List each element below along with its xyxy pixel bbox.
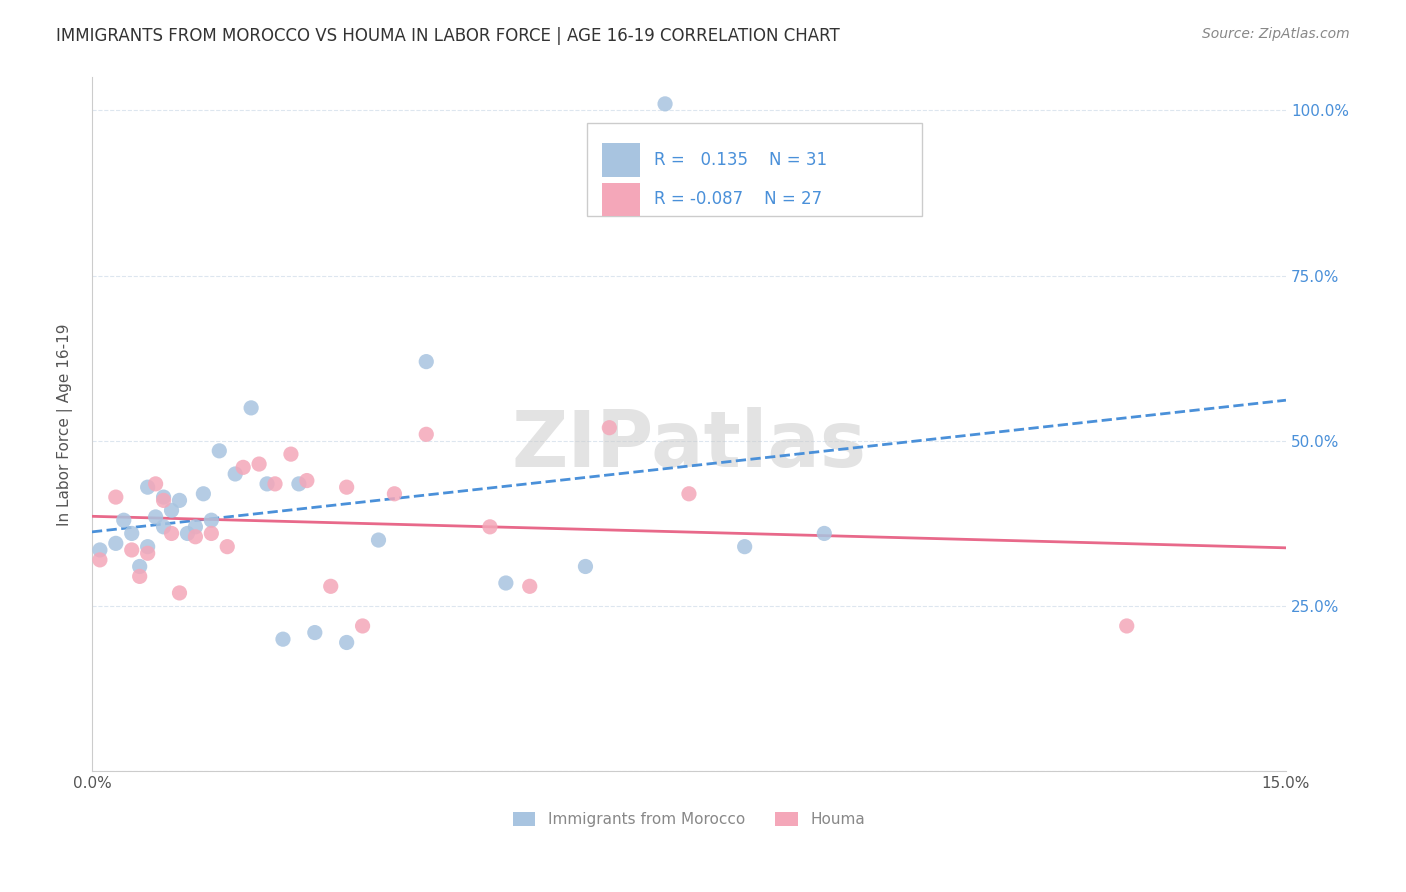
Point: [247, 457, 270, 471]
Point: [519, 579, 541, 593]
Point: [232, 460, 254, 475]
Point: [152, 490, 174, 504]
Point: [136, 546, 159, 560]
Point: [184, 520, 207, 534]
Point: [200, 513, 222, 527]
Point: [288, 476, 311, 491]
Point: [598, 420, 620, 434]
Point: [264, 476, 287, 491]
Text: IMMIGRANTS FROM MOROCCO VS HOUMA IN LABOR FORCE | AGE 16-19 CORRELATION CHART: IMMIGRANTS FROM MOROCCO VS HOUMA IN LABO…: [56, 27, 839, 45]
Point: [217, 540, 239, 554]
Text: R =   0.135    N = 31: R = 0.135 N = 31: [654, 151, 828, 169]
Point: [319, 579, 342, 593]
Point: [734, 540, 756, 554]
Legend: Immigrants from Morocco, Houma: Immigrants from Morocco, Houma: [506, 805, 872, 833]
Point: [176, 526, 198, 541]
Point: [169, 586, 191, 600]
Point: [384, 487, 406, 501]
Point: [495, 576, 517, 591]
Point: [145, 510, 167, 524]
Point: [1115, 619, 1137, 633]
Point: [678, 487, 700, 501]
Point: [336, 635, 359, 649]
Point: [89, 543, 111, 558]
Point: [654, 96, 676, 111]
Point: [160, 503, 183, 517]
Point: [152, 520, 174, 534]
Point: [169, 493, 191, 508]
Text: ZIPatlas: ZIPatlas: [512, 408, 866, 483]
Point: [104, 490, 127, 504]
Point: [336, 480, 359, 494]
Text: R = -0.087    N = 27: R = -0.087 N = 27: [654, 190, 823, 209]
Bar: [602, 183, 640, 216]
Point: [128, 569, 150, 583]
Point: [271, 632, 294, 647]
Point: [121, 543, 143, 558]
Bar: [602, 144, 640, 177]
Point: [415, 354, 437, 368]
Point: [104, 536, 127, 550]
Point: [478, 520, 501, 534]
Point: [136, 480, 159, 494]
Bar: [588, 122, 922, 216]
Point: [280, 447, 302, 461]
Point: [224, 467, 246, 481]
Point: [304, 625, 326, 640]
Point: [240, 401, 263, 415]
Point: [89, 553, 111, 567]
Point: [200, 526, 222, 541]
Text: Source: ZipAtlas.com: Source: ZipAtlas.com: [1202, 27, 1350, 41]
Point: [352, 619, 374, 633]
Point: [367, 533, 389, 547]
Point: [136, 540, 159, 554]
Y-axis label: In Labor Force | Age 16-19: In Labor Force | Age 16-19: [58, 323, 73, 525]
Point: [193, 487, 215, 501]
Point: [208, 443, 231, 458]
Point: [112, 513, 135, 527]
Point: [415, 427, 437, 442]
Point: [145, 476, 167, 491]
Point: [256, 476, 278, 491]
Point: [121, 526, 143, 541]
Point: [574, 559, 596, 574]
Point: [184, 530, 207, 544]
Point: [128, 559, 150, 574]
Point: [295, 474, 318, 488]
Point: [813, 526, 835, 541]
Point: [160, 526, 183, 541]
Point: [152, 493, 174, 508]
